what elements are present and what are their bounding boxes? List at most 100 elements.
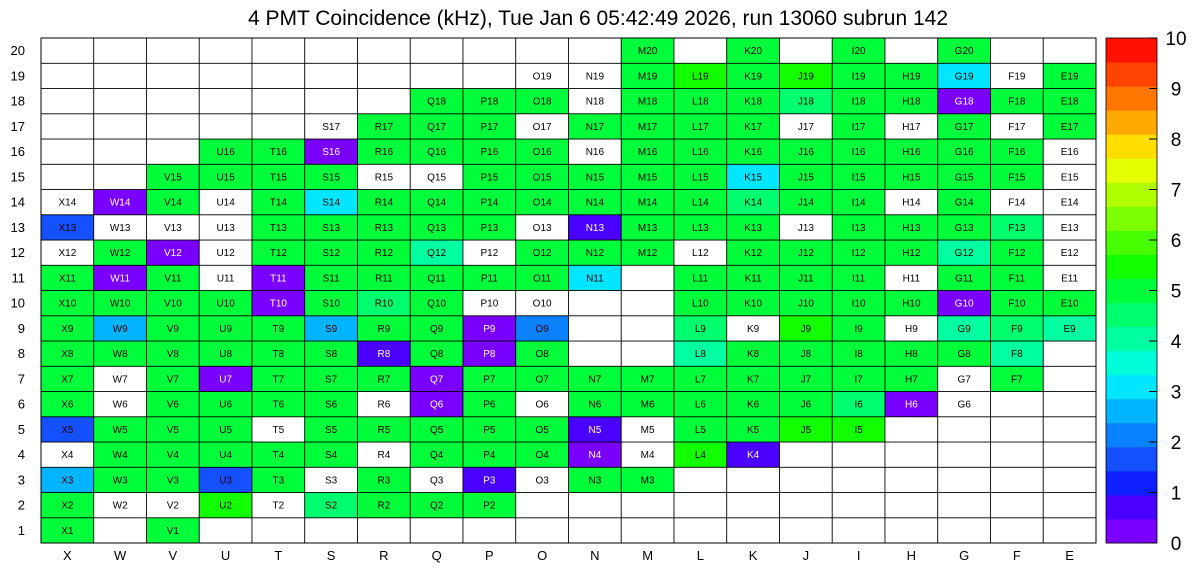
cell-label: N18 xyxy=(586,97,605,108)
heatmap-cell xyxy=(304,163,358,190)
cell-label: P8 xyxy=(483,349,496,360)
cell-label: X14 xyxy=(58,198,76,209)
cell-label: M16 xyxy=(638,147,658,158)
heatmap-cell xyxy=(251,138,306,165)
heatmap-cell xyxy=(779,214,833,241)
y-tick-label: 7 xyxy=(18,371,25,386)
cell-label: U2 xyxy=(219,501,232,512)
heatmap-cell xyxy=(884,62,939,89)
x-tick-label: G xyxy=(959,548,969,563)
cell-label: Q11 xyxy=(428,273,447,284)
heatmap-cell xyxy=(779,163,833,190)
y-tick-label: 8 xyxy=(18,346,25,361)
cell-label: V7 xyxy=(167,374,180,385)
cell-label: Q3 xyxy=(430,475,444,486)
cell-label: V11 xyxy=(164,273,181,284)
heatmap-cell xyxy=(462,340,517,367)
cell-label: E11 xyxy=(1061,273,1078,284)
x-tick-label: N xyxy=(590,548,599,563)
heatmap-cell xyxy=(831,492,886,519)
cell-label: X5 xyxy=(61,425,74,436)
cell-label: I13 xyxy=(852,223,866,234)
heatmap-cell xyxy=(93,62,147,89)
heatmap-cell xyxy=(515,365,569,392)
colorbar-segment xyxy=(1106,86,1157,111)
cell-label: G7 xyxy=(957,374,971,385)
cell-label: Q7 xyxy=(430,374,444,385)
y-tick-label: 4 xyxy=(18,447,25,462)
cell-label: F18 xyxy=(1008,97,1026,108)
cell-label: X3 xyxy=(61,475,74,486)
heatmap-cell xyxy=(198,466,253,493)
heatmap-cell xyxy=(251,62,306,89)
cell-label: G13 xyxy=(955,223,974,234)
heatmap-cell xyxy=(620,239,675,266)
heatmap-cell xyxy=(357,138,411,165)
heatmap-cell xyxy=(357,416,411,443)
x-tick-label: J xyxy=(803,548,810,563)
heatmap-cell xyxy=(831,113,886,140)
heatmap-cell xyxy=(357,88,411,115)
heatmap-cell xyxy=(304,517,358,544)
heatmap-cell xyxy=(726,62,780,89)
colorbar-segment xyxy=(1106,134,1157,159)
heatmap-cell xyxy=(357,466,411,493)
cell-label: L7 xyxy=(695,374,707,385)
cell-label: H9 xyxy=(905,324,918,335)
cell-label: S2 xyxy=(325,501,338,512)
heatmap-cell xyxy=(884,214,939,241)
cell-label: P11 xyxy=(481,273,498,284)
cell-label: H13 xyxy=(902,223,921,234)
cell-label: I15 xyxy=(852,172,866,183)
heatmap-cell xyxy=(726,163,780,190)
heatmap-cell xyxy=(515,189,569,216)
heatmap-cell xyxy=(1042,37,1097,64)
cell-label: L13 xyxy=(692,223,709,234)
cell-label: O6 xyxy=(535,400,549,411)
cell-label: W14 xyxy=(110,198,131,209)
cell-label: F9 xyxy=(1011,324,1023,335)
x-tick-label: R xyxy=(379,548,388,563)
colorbar-segment xyxy=(1106,446,1157,472)
heatmap-cell xyxy=(726,138,780,165)
cell-label: P7 xyxy=(483,374,496,385)
colorbar-segment xyxy=(1106,326,1157,352)
cell-label: K10 xyxy=(744,299,762,310)
heatmap-cell xyxy=(304,466,358,493)
cell-label: R13 xyxy=(375,223,394,234)
heatmap-cell xyxy=(673,517,728,544)
cell-label: Q13 xyxy=(427,223,446,234)
cell-label: X1 xyxy=(61,526,74,537)
heatmap-cell xyxy=(568,340,622,367)
heatmap-cell xyxy=(357,62,411,89)
heatmap-cell xyxy=(146,214,200,241)
heatmap-cell xyxy=(1042,163,1097,190)
cell-label: V9 xyxy=(167,324,180,335)
heatmap-cell xyxy=(937,492,991,519)
heatmap-cell xyxy=(40,264,95,291)
cell-label: J15 xyxy=(798,172,815,183)
cell-label: W4 xyxy=(113,450,128,461)
cell-label: N6 xyxy=(588,400,601,411)
colorbar-segment xyxy=(1106,302,1157,328)
heatmap-cell xyxy=(146,189,200,216)
heatmap-cell xyxy=(40,517,95,544)
heatmap-cell xyxy=(93,138,147,165)
cell-label: Q10 xyxy=(427,299,446,310)
heatmap-cell xyxy=(831,264,886,291)
cell-label: X11 xyxy=(59,273,76,284)
heatmap-cell xyxy=(884,37,939,64)
cell-label: H18 xyxy=(902,97,921,108)
x-tick-label: O xyxy=(537,548,547,563)
heatmap-cell xyxy=(568,365,622,392)
cell-label: S9 xyxy=(325,324,338,335)
cell-label: S11 xyxy=(323,273,340,284)
cell-label: N19 xyxy=(586,71,605,82)
cell-label: I14 xyxy=(852,198,866,209)
heatmap-cell xyxy=(462,391,517,418)
heatmap-cell xyxy=(884,517,939,544)
heatmap-cell xyxy=(673,416,728,443)
cell-label: W12 xyxy=(110,248,131,259)
heatmap-cell xyxy=(937,391,991,418)
heatmap-cell xyxy=(990,416,1044,443)
